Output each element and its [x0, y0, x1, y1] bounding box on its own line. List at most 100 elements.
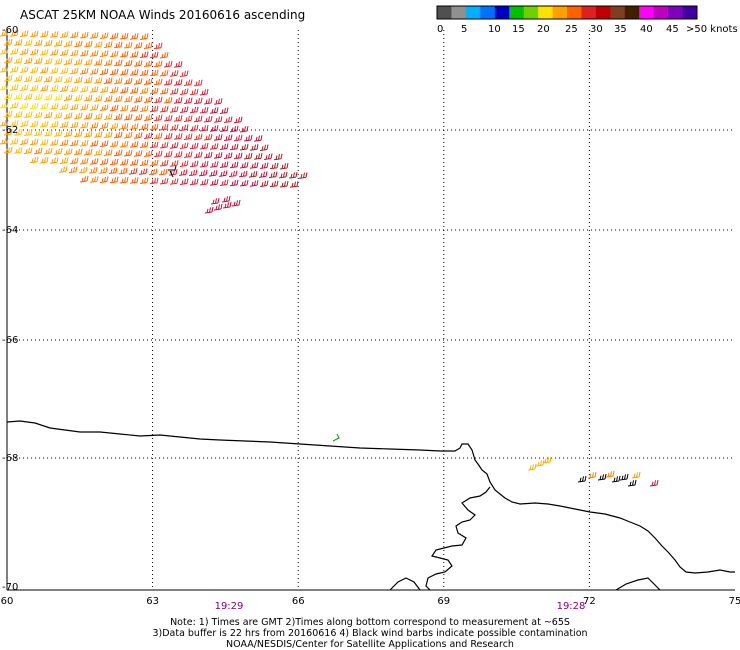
wind-barb [289, 181, 299, 188]
wind-barb [19, 84, 29, 91]
wind-barb [159, 87, 169, 95]
wind-barb [193, 97, 203, 105]
wind-barb [69, 121, 79, 129]
wind-barb [133, 42, 143, 49]
wind-barb [0, 137, 9, 145]
wind-barb [183, 97, 193, 104]
wind-barb [163, 96, 173, 104]
wind-barb [221, 195, 231, 203]
wind-barb [33, 57, 43, 65]
wind-barb [79, 121, 89, 129]
wind-barb [149, 105, 159, 113]
wind-barb [159, 141, 169, 149]
wind-barb [109, 122, 119, 130]
wind-barb [189, 142, 199, 150]
wind-barb [99, 158, 109, 165]
wind-barb [223, 116, 233, 123]
wind-barb [99, 86, 109, 93]
wind-barb [49, 85, 59, 92]
wind-barb [89, 122, 99, 129]
wind-barb [133, 114, 143, 121]
wind-barb [199, 142, 209, 150]
wind-barb [43, 75, 53, 83]
colorbar-swatch [451, 6, 467, 19]
wind-barb [109, 68, 119, 76]
wind-barb [179, 106, 189, 113]
wind-barb [43, 129, 53, 137]
wind-barb [222, 201, 232, 209]
wind-barb [9, 48, 19, 55]
wind-barb [129, 141, 139, 148]
wind-barb [139, 69, 149, 76]
wind-barb [19, 138, 29, 145]
colorbar-swatch [610, 6, 626, 19]
wind-barb [83, 58, 93, 66]
wind-barb [179, 178, 189, 185]
wind-barb [3, 146, 13, 154]
wind-barb [79, 85, 89, 93]
wind-barb [577, 475, 587, 483]
wind-barb [143, 42, 153, 49]
wind-barb [59, 85, 69, 92]
wind-barb [58, 166, 68, 173]
wind-barb [3, 128, 13, 136]
wind-barb [68, 166, 78, 174]
wind-barb [29, 102, 39, 110]
wind-barb [129, 123, 139, 130]
wind-barb [168, 169, 178, 176]
wind-barb [209, 179, 219, 186]
colorbar-swatch [567, 6, 582, 19]
colorbar-swatch [581, 6, 597, 19]
wind-barb [63, 40, 73, 47]
wind-barb [542, 456, 552, 464]
wind-barb [611, 475, 621, 483]
wind-barb [139, 123, 149, 130]
wind-barb [39, 66, 49, 74]
wind-barb [89, 68, 99, 75]
wind-barb [248, 171, 258, 178]
wind-barb [219, 179, 229, 186]
wind-barb [153, 42, 163, 50]
wind-barb [49, 157, 59, 164]
wind-barb [29, 66, 39, 74]
wind-barb [149, 159, 159, 167]
wind-barb [93, 149, 103, 156]
wind-barb [63, 130, 73, 137]
wind-barb [93, 131, 103, 138]
wind-barb [59, 67, 69, 74]
colorbar-swatch [639, 6, 655, 19]
wind-barb [173, 61, 183, 68]
wind-barb [113, 59, 123, 67]
wind-barb [204, 206, 214, 214]
wind-barb [53, 112, 63, 119]
wind-barb [189, 106, 199, 114]
plot-frame [6, 30, 735, 591]
wind-barb [73, 94, 83, 102]
wind-barb [39, 48, 49, 56]
colorbar-swatch [523, 6, 539, 19]
wind-barb [89, 158, 99, 165]
wind-barb [53, 58, 63, 65]
wind-barb [159, 123, 169, 131]
wind-barb [149, 123, 159, 131]
wind-barb [173, 133, 183, 140]
wind-barb [213, 98, 223, 105]
wind-barb [173, 79, 183, 86]
wind-barb [109, 104, 119, 112]
wind-barb [218, 170, 228, 177]
wind-barb [259, 162, 269, 169]
wind-barb [163, 114, 173, 122]
wind-barb [103, 77, 113, 84]
wind-barb [119, 122, 129, 130]
wind-barb [119, 104, 129, 112]
wind-barb [39, 84, 49, 92]
wind-barb [99, 122, 109, 129]
wind-barb [229, 161, 239, 169]
wind-barb [39, 138, 49, 146]
wind-barb [89, 140, 99, 147]
wind-barb [143, 78, 153, 85]
wind-barb [123, 41, 133, 49]
wind-barb [23, 75, 33, 82]
wind-barb [129, 69, 139, 76]
